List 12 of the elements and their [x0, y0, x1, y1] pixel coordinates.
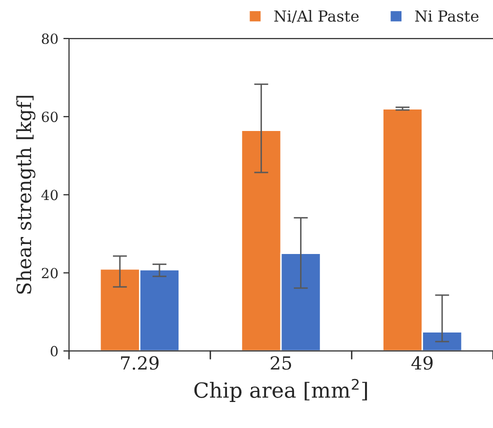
y-tick-label: 60 [42, 112, 58, 122]
legend-label: Ni Paste [415, 10, 478, 22]
y-axis-title: Shear strength [kgf] [16, 96, 36, 294]
y-tick-label: 20 [42, 268, 58, 278]
y-tick-label: 40 [41, 190, 58, 200]
x-tick-label: 7.29 [121, 356, 159, 370]
x-tick-label: 25 [270, 356, 292, 370]
y-tick-label: 0 [50, 346, 58, 356]
legend-label: Ni/Al Paste [274, 10, 359, 24]
x-tick-label: 49 [411, 356, 433, 370]
y-tick-label: 80 [42, 33, 58, 44]
x-axis-title: Chip area [mm$^{2}$] [194, 378, 367, 402]
